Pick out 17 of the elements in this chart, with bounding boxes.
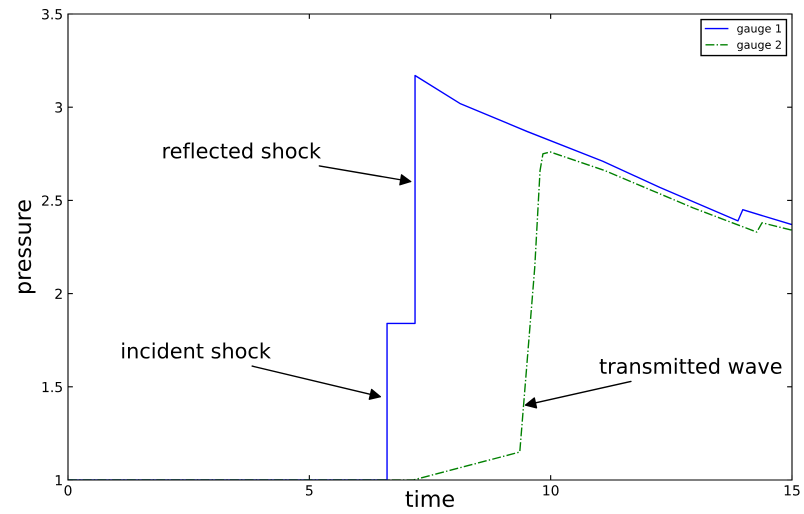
y-tick-label: 1 xyxy=(56,475,62,486)
x-tick-label: 10 xyxy=(543,485,559,496)
y-tick-label: 2 xyxy=(55,288,62,299)
legend-label: gauge 1 xyxy=(737,24,781,35)
x-axis-title: time xyxy=(405,490,454,508)
x-tick-label: 15 xyxy=(784,485,800,496)
y-tick-label: 2.5 xyxy=(42,195,62,206)
annotation: transmitted wave xyxy=(600,358,782,374)
y-tick-label: 3.5 xyxy=(42,8,62,20)
y-tick-label: 3 xyxy=(55,102,62,113)
legend-label: gauge 2 xyxy=(737,40,781,52)
x-tick-label: 0 xyxy=(64,485,72,496)
y-tick-label: 1.5 xyxy=(42,382,62,392)
x-tick-label: 5 xyxy=(306,485,313,496)
annotation: incident shock xyxy=(122,342,271,359)
annotation: reflected shock xyxy=(163,142,321,159)
y-axis-title: pressure xyxy=(18,200,36,293)
